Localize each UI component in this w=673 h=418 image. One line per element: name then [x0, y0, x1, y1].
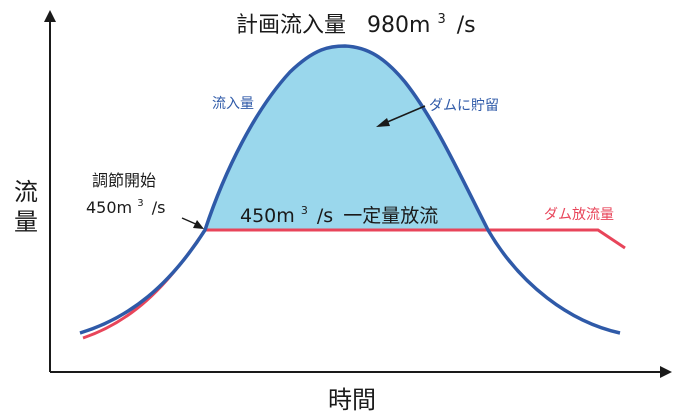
- regulation-start-arrow-head-icon: [193, 220, 204, 229]
- planned-inflow-title: 計画流入量 980m 3 /s: [236, 4, 476, 38]
- storage-arrow-head-icon: [376, 118, 390, 127]
- inflow-label: 流入量: [212, 96, 254, 112]
- x-axis-label: 時間: [328, 386, 376, 414]
- storage-arrow: [384, 105, 426, 124]
- constant-release-label: 450m 3 /s 一定量放流: [240, 197, 438, 227]
- storage-label: ダムに貯留: [429, 98, 499, 114]
- inflow-curve: [79, 44, 621, 335]
- regulation-start-flow: 450m 3 /s: [86, 191, 165, 217]
- storage-area: [205, 46, 488, 230]
- x-axis-arrow-icon: [660, 366, 672, 378]
- regulation-start-label: 調節開始: [92, 171, 156, 190]
- y-axis-label-bottom: 量: [14, 208, 38, 236]
- outflow-label: ダム放流量: [544, 207, 614, 223]
- y-axis-label-top: 流: [14, 178, 38, 206]
- y-axis-arrow-icon: [44, 10, 56, 22]
